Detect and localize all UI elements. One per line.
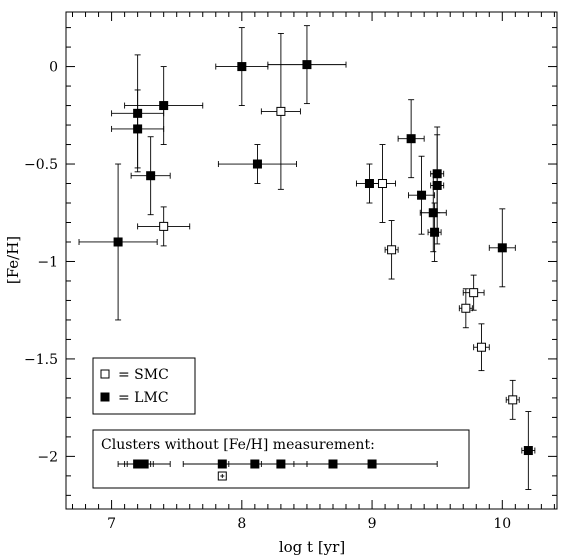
no-feh-lmc-point [367, 459, 377, 469]
no-feh-lmc-point [276, 459, 286, 469]
lmc-point [432, 169, 442, 179]
axis-ticks [66, 12, 557, 509]
y-tick-label: 0 [49, 60, 58, 76]
lmc-point [432, 180, 442, 190]
smc-point [276, 106, 286, 116]
y-axis-label: [Fe/H] [4, 236, 22, 284]
legend-smc-marker [100, 369, 110, 379]
no-feh-points [117, 459, 438, 481]
smc-point [461, 303, 471, 313]
no-feh-box-title: Clusters without [Fe/H] measurement: [101, 437, 375, 453]
y-tick-label: −0.5 [24, 157, 58, 173]
smc-point [377, 179, 387, 189]
no-feh-lmc-point [139, 459, 149, 469]
no-feh-lmc-point [250, 459, 260, 469]
smc-point [476, 342, 486, 352]
lmc-point [523, 446, 533, 456]
plot-frame [65, 11, 558, 510]
x-tick-label: 10 [493, 516, 511, 532]
lmc-point [146, 171, 156, 181]
x-tick-label: 9 [368, 516, 377, 532]
legend-smc-label: = SMC [118, 367, 169, 383]
lmc-point [237, 62, 247, 72]
legend: = SMC = LMC [92, 357, 196, 415]
lmc-point [430, 227, 440, 237]
lmc-point [133, 108, 143, 118]
legend-box [92, 357, 196, 415]
smc-point [387, 245, 397, 255]
lmc-point [133, 124, 143, 134]
no-feh-lmc-point [328, 459, 338, 469]
x-axis-label: log t [yr] [279, 538, 345, 556]
legend-lmc-marker [100, 392, 110, 402]
lmc-point [113, 237, 123, 247]
data-points [113, 60, 533, 456]
error-bars [78, 25, 536, 490]
no-feh-lmc-point [217, 459, 227, 469]
smc-point [469, 288, 479, 298]
x-tick-label: 7 [107, 516, 116, 532]
y-tick-label: −2 [37, 449, 58, 465]
y-tick-label: −1.5 [24, 352, 58, 368]
no-feh-box: Clusters without [Fe/H] measurement: [92, 429, 470, 489]
lmc-point [406, 134, 416, 144]
smc-point [508, 395, 518, 405]
smc-point [159, 221, 169, 231]
legend-lmc-label: = LMC [118, 390, 169, 406]
lmc-point [497, 243, 507, 253]
lmc-point [302, 60, 312, 70]
no-feh-box-frame [92, 429, 470, 489]
lmc-point [428, 208, 438, 218]
y-tick-label: −1 [37, 254, 58, 270]
lmc-point [417, 190, 427, 200]
x-tick-label: 8 [237, 516, 246, 532]
axis-tick-labels: 7 8 9 10 0 −0.5 −1 −1.5 −2 [24, 60, 511, 532]
lmc-point [159, 101, 169, 111]
lmc-point [252, 159, 262, 169]
lmc-point [364, 179, 374, 189]
